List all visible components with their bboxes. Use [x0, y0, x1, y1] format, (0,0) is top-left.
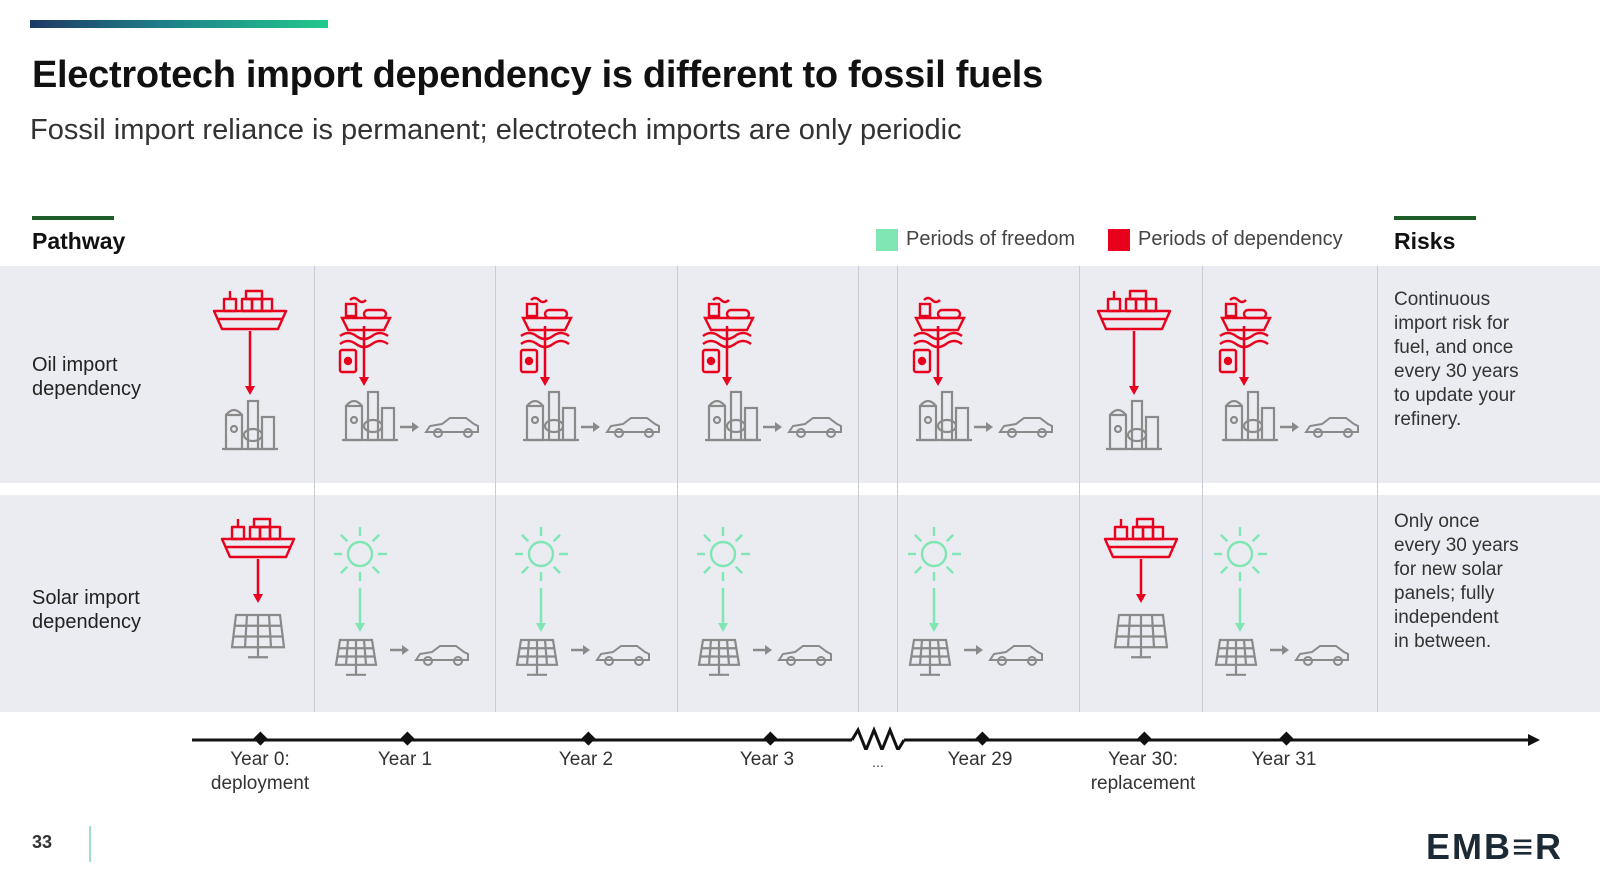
timeline-label-year-2: Year 2: [558, 749, 614, 770]
tick-marker: [581, 731, 596, 746]
legend-freedom-label: Periods of freedom: [906, 228, 1075, 250]
tick-marker: [763, 731, 778, 746]
solar-row-label: Solar import dependency: [32, 587, 141, 633]
column-divider: [1079, 266, 1080, 712]
top-accent-bar: [30, 20, 328, 28]
tanker-refinery-car-icon: [515, 290, 675, 465]
axis-arrowhead-icon: [1528, 734, 1540, 746]
tanker-refinery-car-icon: [1214, 290, 1374, 465]
timeline-label-year-30: Year 30: replacement: [1090, 749, 1196, 794]
column-divider: [677, 266, 678, 712]
sun-panel-car-icon: [333, 518, 494, 683]
risks-header: Risks: [1394, 228, 1456, 254]
legend-dependency-swatch: [1108, 228, 1130, 251]
page-title: Electrotech import dependency is differe…: [32, 54, 1043, 96]
column-divider: [495, 266, 496, 712]
column-divider: [1377, 266, 1378, 712]
oil-row-label: Oil import dependency: [32, 354, 141, 400]
sun-panel-car-icon: [907, 518, 1068, 683]
ship-to-solar-panel-icon: [216, 513, 316, 688]
timeline-axis: [192, 725, 1540, 750]
solar-row-band: [0, 495, 1600, 712]
sun-panel-car-icon: [514, 518, 675, 683]
tick-marker: [975, 731, 990, 746]
legend-freedom: Periods of freedom: [876, 228, 1075, 251]
ship-to-refinery-icon: [1092, 283, 1192, 478]
timeline-label-year-0: Year 0: deployment: [210, 749, 310, 794]
pathway-header-rule: [32, 216, 114, 220]
ember-logo: EMB≡R: [1426, 826, 1564, 867]
oil-row-band: [0, 266, 1600, 483]
page-number-divider: [89, 826, 91, 862]
tick-marker: [1279, 731, 1294, 746]
risks-header-rule: [1394, 216, 1476, 220]
column-divider: [897, 266, 898, 712]
sun-panel-car-icon: [696, 518, 857, 683]
pathway-header: Pathway: [32, 228, 126, 254]
tanker-refinery-car-icon: [697, 290, 857, 465]
legend-dependency: Periods of dependency: [1108, 228, 1343, 251]
legend-dependency-label: Periods of dependency: [1138, 228, 1343, 250]
timeline-label-year-29: Year 29: [947, 749, 1013, 770]
tanker-refinery-car-icon: [334, 290, 494, 465]
tick-marker: [253, 731, 268, 746]
timeline-label-year-1: Year 1: [377, 749, 433, 770]
sun-panel-car-icon: [1213, 518, 1374, 683]
oil-risk-text: Continuous import risk for fuel, and once …: [1394, 289, 1519, 430]
tanker-refinery-car-icon: [908, 290, 1068, 465]
ship-to-solar-panel-icon: [1099, 513, 1199, 688]
axis-break-icon: [850, 725, 906, 750]
page-subtitle: Fossil import reliance is permanent; ele…: [30, 114, 962, 146]
legend-freedom-swatch: [876, 228, 898, 251]
timeline-label-year-3: Year 3: [739, 749, 795, 770]
timeline-break-label: ...: [872, 754, 884, 770]
tick-marker: [400, 731, 415, 746]
ship-to-refinery-icon: [208, 283, 308, 478]
solar-risk-text: Only once every 30 years for new solar pan…: [1394, 511, 1519, 652]
column-divider: [1202, 266, 1203, 712]
column-divider: [314, 266, 315, 712]
page-number: 33: [32, 832, 53, 852]
timeline-label-year-31: Year 31: [1251, 749, 1317, 770]
tick-marker: [1137, 731, 1152, 746]
column-divider: [858, 266, 859, 712]
